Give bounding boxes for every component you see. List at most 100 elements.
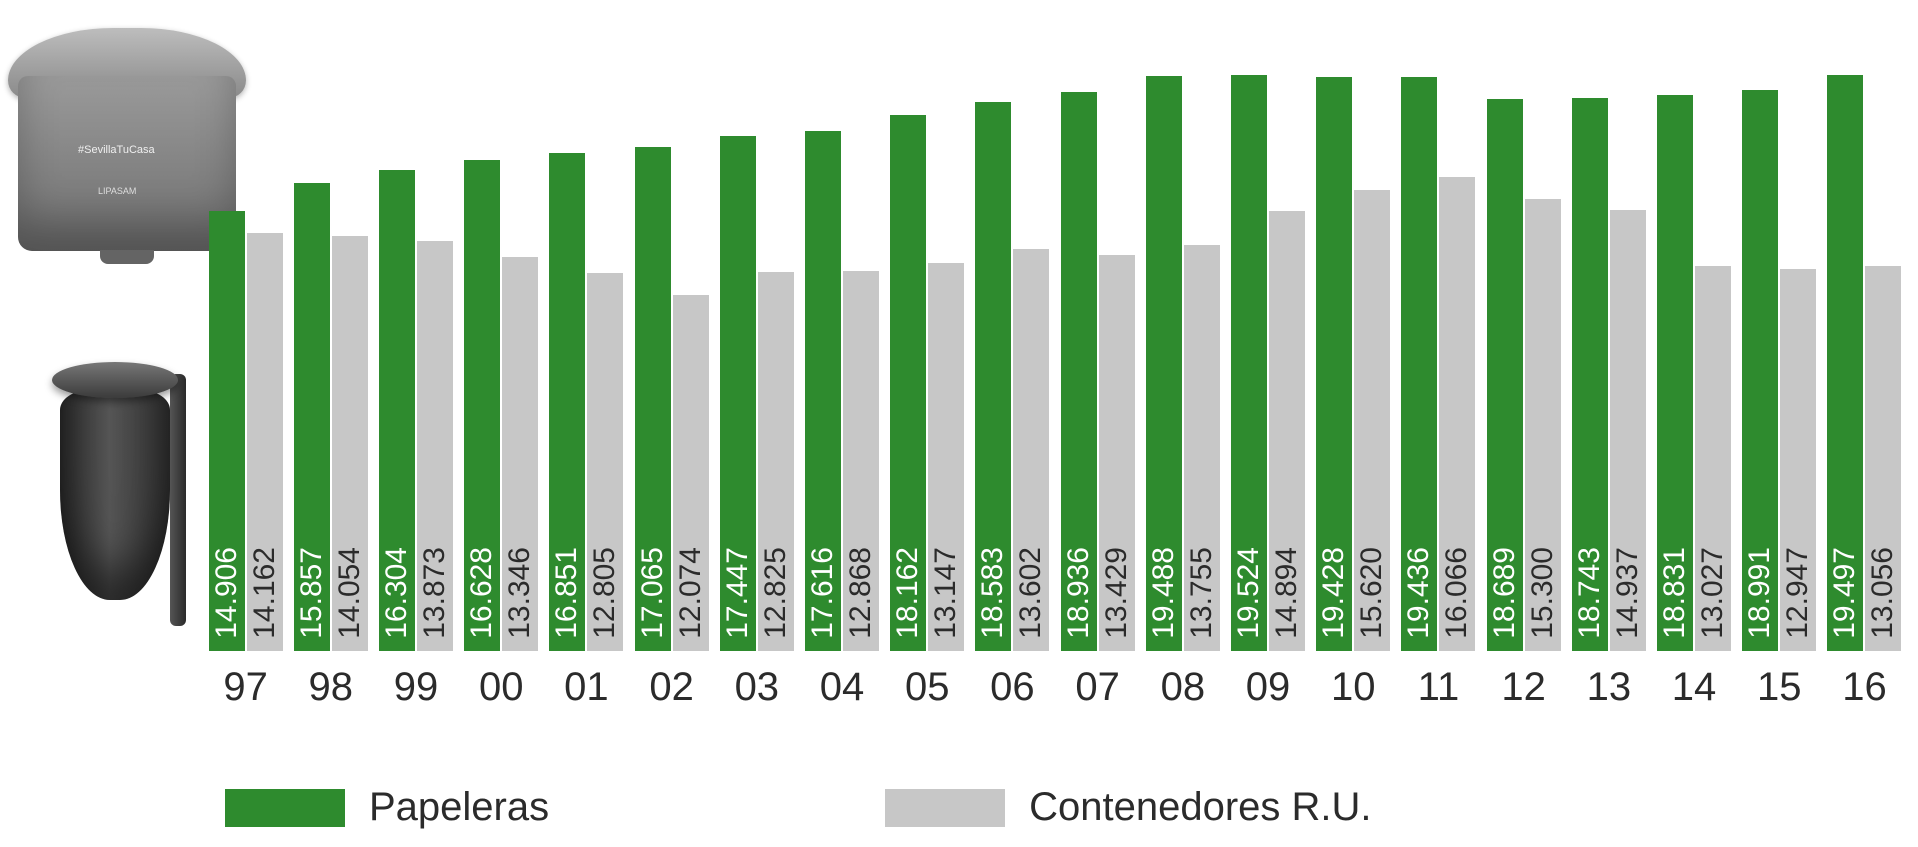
bar-contenedores: 15.620 — [1354, 190, 1390, 651]
year-label: 15 — [1757, 665, 1802, 710]
year-label: 16 — [1842, 665, 1887, 710]
bar-value-papeleras: 18.743 — [1573, 547, 1607, 639]
year-label: 04 — [820, 665, 865, 710]
bar-value-papeleras: 18.831 — [1658, 547, 1692, 639]
bar-contenedores: 12.947 — [1780, 269, 1816, 651]
litter-bin-icon — [30, 350, 200, 650]
bar-value-contenedores: 14.162 — [248, 547, 282, 639]
bar-contenedores: 12.074 — [673, 295, 709, 651]
legend-label-contenedores: Contenedores R.U. — [1029, 785, 1371, 830]
bar-value-contenedores: 13.147 — [929, 547, 963, 639]
bar-value-contenedores: 15.620 — [1355, 547, 1389, 639]
bar-value-contenedores: 13.346 — [503, 547, 537, 639]
year-label: 12 — [1501, 665, 1546, 710]
year-group: 19.48813.755 08 — [1142, 31, 1223, 710]
year-group: 19.42815.620 10 — [1313, 31, 1394, 710]
bar-value-contenedores: 13.056 — [1866, 547, 1900, 639]
bar-contenedores: 13.755 — [1184, 245, 1220, 651]
bar-papeleras: 18.583 — [975, 102, 1011, 651]
bar-value-papeleras: 18.689 — [1488, 547, 1522, 639]
bar-contenedores: 14.894 — [1269, 211, 1305, 651]
year-group: 19.52414.894 09 — [1227, 31, 1308, 710]
bar-value-papeleras: 18.936 — [1062, 547, 1096, 639]
bar-value-papeleras: 16.851 — [550, 547, 584, 639]
bar-papeleras: 17.616 — [805, 131, 841, 651]
bar-value-papeleras: 19.524 — [1232, 547, 1266, 639]
bar-contenedores: 13.602 — [1013, 249, 1049, 651]
bar-chart: 14.90614.1629715.85714.0549816.30413.873… — [205, 30, 1905, 710]
bar-papeleras: 16.304 — [379, 170, 415, 651]
bar-papeleras: 19.436 — [1401, 77, 1437, 651]
year-label: 99 — [394, 665, 439, 710]
legend-label-papeleras: Papeleras — [369, 785, 549, 830]
bar-papeleras: 18.743 — [1572, 98, 1608, 651]
year-group: 18.99112.947 15 — [1739, 31, 1820, 710]
bar-value-papeleras: 19.488 — [1147, 547, 1181, 639]
year-label: 09 — [1246, 665, 1291, 710]
year-label: 10 — [1331, 665, 1376, 710]
bar-papeleras: 19.524 — [1231, 75, 1267, 651]
bar-contenedores: 13.873 — [417, 241, 453, 651]
year-label: 00 — [479, 665, 524, 710]
bar-value-papeleras: 19.497 — [1828, 547, 1862, 639]
bar-value-papeleras: 16.304 — [380, 547, 414, 639]
year-group: 16.30413.873 99 — [375, 31, 456, 710]
bar-value-contenedores: 14.937 — [1611, 547, 1645, 639]
bar-papeleras: 19.428 — [1316, 77, 1352, 651]
bar-contenedores: 13.147 — [928, 263, 964, 651]
bar-contenedores: 14.937 — [1610, 210, 1646, 651]
year-group: 18.93613.42907 — [1057, 31, 1138, 710]
bar-value-contenedores: 15.300 — [1526, 547, 1560, 639]
bar-value-contenedores: 12.868 — [844, 547, 878, 639]
legend-item-contenedores: Contenedores R.U. — [885, 785, 1371, 830]
year-label: 14 — [1672, 665, 1717, 710]
year-group: 16.85112.80501 — [546, 31, 627, 710]
container-brand: LIPASAM — [98, 186, 136, 196]
bar-papeleras: 17.065 — [635, 147, 671, 651]
bar-value-contenedores: 13.429 — [1100, 547, 1134, 639]
bar-papeleras: 18.689 — [1487, 99, 1523, 651]
bar-contenedores: 13.056 — [1865, 266, 1901, 651]
year-label: 97 — [223, 665, 268, 710]
bar-value-papeleras: 18.162 — [891, 547, 925, 639]
bar-contenedores: 13.346 — [502, 257, 538, 651]
bar-value-papeleras: 19.436 — [1402, 547, 1436, 639]
bar-contenedores: 13.027 — [1695, 266, 1731, 651]
bar-value-contenedores: 12.074 — [674, 547, 708, 639]
bar-papeleras: 18.936 — [1061, 92, 1097, 651]
bar-contenedores: 15.300 — [1525, 199, 1561, 651]
legend-swatch-gray — [885, 789, 1005, 827]
year-group: 19.43616.06611 — [1398, 31, 1479, 710]
bar-papeleras: 16.628 — [464, 160, 500, 651]
bar-value-contenedores: 13.755 — [1185, 547, 1219, 639]
year-group: 17.44712.82503 — [716, 31, 797, 710]
year-group: 16.62813.346 00 — [461, 31, 542, 710]
bar-contenedores: 14.162 — [247, 233, 283, 651]
year-label: 06 — [990, 665, 1035, 710]
year-label: 02 — [649, 665, 694, 710]
bar-contenedores: 14.054 — [332, 236, 368, 651]
legend-item-papeleras: Papeleras — [225, 785, 549, 830]
bar-value-papeleras: 19.428 — [1317, 547, 1351, 639]
bar-value-papeleras: 14.906 — [210, 547, 244, 639]
bar-value-contenedores: 13.873 — [418, 547, 452, 639]
bar-papeleras: 18.991 — [1742, 90, 1778, 651]
bar-value-papeleras: 15.857 — [295, 547, 329, 639]
bar-papeleras: 18.831 — [1657, 95, 1693, 651]
bar-value-papeleras: 18.583 — [976, 547, 1010, 639]
bar-value-papeleras: 17.065 — [636, 547, 670, 639]
bar-value-contenedores: 12.947 — [1781, 547, 1815, 639]
bar-contenedores: 12.868 — [843, 271, 879, 651]
year-group: 18.58313.602 06 — [972, 31, 1053, 710]
year-label: 08 — [1161, 665, 1206, 710]
bar-value-papeleras: 16.628 — [465, 547, 499, 639]
bar-papeleras: 19.488 — [1146, 76, 1182, 651]
year-label: 03 — [735, 665, 780, 710]
legend-swatch-green — [225, 789, 345, 827]
year-label: 13 — [1587, 665, 1632, 710]
year-group: 18.83113.027 14 — [1653, 31, 1734, 710]
bar-value-contenedores: 16.066 — [1440, 547, 1474, 639]
year-group: 18.16213.14705 — [887, 31, 968, 710]
year-group: 19.49713.056 16 — [1824, 31, 1905, 710]
bar-value-contenedores: 12.805 — [588, 547, 622, 639]
